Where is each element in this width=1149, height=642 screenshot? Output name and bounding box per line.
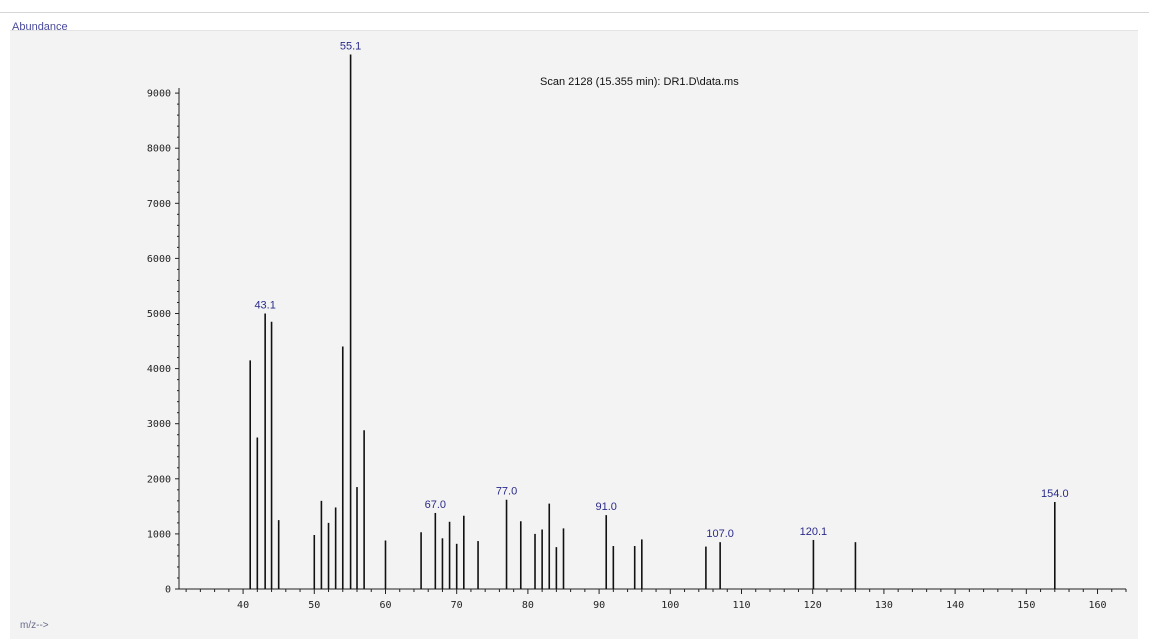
x-tick-label: 40: [237, 600, 249, 611]
x-tick-label: 90: [593, 600, 605, 611]
chart-title: Scan 2128 (15.355 min): DR1.D\data.ms: [540, 76, 739, 88]
peak-labels: 43.1 55.1 67.0 77.0 91.0 107.0 120.1 154.0: [254, 41, 1068, 541]
y-tick-label: 5000: [147, 309, 171, 320]
x-tick-label: 110: [732, 600, 750, 611]
peak-label: 107.0: [706, 528, 734, 540]
x-tick-label: 70: [451, 600, 463, 611]
x-tick-label: 100: [661, 600, 679, 611]
y-tick-label: 8000: [147, 144, 171, 155]
x-axis-label: m/z-->: [20, 620, 49, 631]
y-tick-label: 7000: [147, 199, 171, 210]
x-tick-label: 60: [379, 600, 391, 611]
peak-label: 120.1: [800, 526, 828, 538]
y-tick-label: 9000: [147, 89, 171, 100]
peak-label: 43.1: [254, 300, 275, 312]
y-tick-label: 6000: [147, 254, 171, 265]
x-tick-label: 140: [946, 600, 964, 611]
peak-label: 67.0: [425, 499, 446, 511]
x-tick-label: 80: [522, 600, 534, 611]
x-tick-label: 130: [875, 600, 893, 611]
y-tick-label: 2000: [147, 474, 171, 485]
y-tick-label: 4000: [147, 364, 171, 375]
peak-label: 55.1: [340, 41, 361, 53]
axes: 0 1000 2000 3000 4000 5000 6000 7000 8000 9000 40 5…: [147, 88, 1127, 611]
peak-label: 154.0: [1041, 488, 1069, 500]
y-tick-label: 3000: [147, 419, 171, 430]
x-tick-label: 50: [308, 600, 320, 611]
x-tick-label: 120: [804, 600, 822, 611]
peak-label: 77.0: [496, 486, 517, 498]
x-tick-label: 150: [1017, 600, 1035, 611]
y-tick-label: 0: [165, 585, 171, 596]
peaks: [249, 54, 1056, 589]
plot-panel: [10, 30, 1138, 639]
peak-label: 91.0: [596, 501, 617, 513]
y-tick-label: 1000: [147, 529, 171, 540]
y-axis-label: Abundance: [12, 22, 68, 33]
top-divider: [0, 12, 1149, 13]
x-tick-label: 160: [1088, 600, 1106, 611]
